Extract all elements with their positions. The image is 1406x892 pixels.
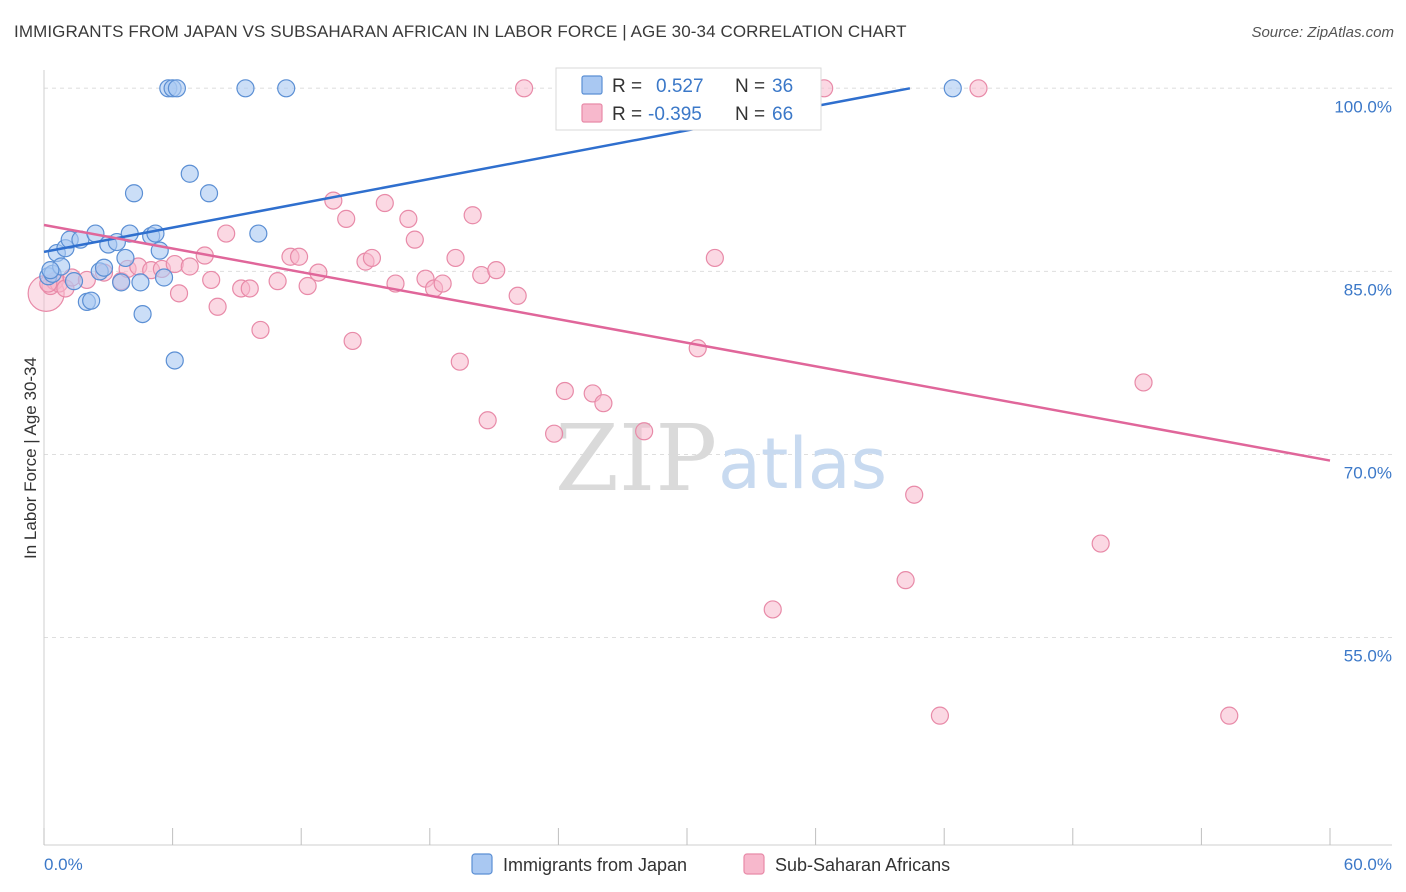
africa-point: [545, 424, 564, 443]
africa-point: [169, 284, 189, 303]
japan-n-label: N =: [735, 76, 765, 97]
y-tick-labels: 100.0% 85.0% 70.0% 55.0%: [1334, 97, 1392, 665]
legend-africa-swatch: [743, 853, 765, 875]
africa-point: [969, 79, 988, 98]
japan-point: [131, 273, 150, 292]
legend-japan-label: Immigrants from Japan: [503, 855, 687, 875]
africa-point: [446, 248, 465, 268]
japan-point: [124, 184, 144, 203]
watermark-zip: ZIP: [555, 405, 717, 512]
japan-point: [146, 224, 165, 243]
japan-point: [943, 79, 962, 98]
africa-point: [487, 261, 506, 280]
africa-point: [208, 297, 227, 316]
japan-point: [112, 273, 131, 292]
africa-r-value: -0.395: [648, 104, 702, 125]
africa-point: [375, 193, 394, 213]
legend-japan-swatch: [471, 853, 493, 875]
x-tick-label-min: 0.0%: [44, 855, 83, 874]
africa-point: [450, 352, 469, 371]
japan-point: [199, 184, 219, 203]
africa-r-label: R =: [612, 104, 642, 125]
africa-point: [905, 485, 924, 504]
africa-point: [1134, 373, 1153, 392]
africa-point: [433, 274, 452, 293]
africa-point: [405, 230, 424, 249]
africa-point: [240, 279, 259, 298]
watermark: ZIP atlas: [555, 405, 887, 512]
japan-point: [180, 164, 199, 183]
japan-point: [249, 224, 268, 243]
japan-points: [39, 79, 962, 370]
africa-point: [1091, 534, 1110, 553]
africa-point: [635, 422, 654, 441]
africa-point: [594, 394, 613, 413]
japan-point: [116, 248, 135, 268]
japan-n-value: 36: [772, 76, 793, 97]
y-tick-label: 55.0%: [1344, 647, 1392, 666]
africa-point: [705, 248, 724, 268]
y-tick-label: 85.0%: [1344, 280, 1392, 299]
japan-point: [236, 79, 255, 98]
japan-point: [133, 304, 152, 324]
japan-r-value: 0.527: [656, 76, 704, 97]
africa-point: [324, 191, 343, 210]
africa-point: [399, 209, 418, 228]
x-ticks: [43, 828, 1331, 845]
y-tick-label: 100.0%: [1334, 97, 1392, 116]
source-credit: Source: ZipAtlas.com: [1251, 24, 1394, 41]
axes: [43, 70, 1392, 846]
africa-trend-line: [43, 223, 1331, 462]
japan-point: [94, 258, 114, 277]
africa-point: [202, 270, 221, 290]
africa-point: [463, 206, 482, 225]
africa-point: [896, 571, 915, 590]
africa-point: [478, 411, 497, 430]
africa-point: [688, 339, 707, 358]
africa-swatch: [581, 103, 603, 123]
y-tick-label: 70.0%: [1344, 463, 1392, 482]
chart-title: IMMIGRANTS FROM JAPAN VS SUBSAHARAN AFRI…: [14, 22, 907, 41]
gridlines: [44, 87, 1392, 639]
africa-point: [309, 263, 328, 282]
africa-point: [1220, 706, 1239, 725]
japan-point: [82, 291, 101, 310]
japan-point: [167, 79, 186, 98]
africa-point: [298, 276, 317, 296]
africa-point: [337, 209, 356, 228]
africa-point: [763, 600, 782, 619]
africa-point: [472, 265, 491, 285]
africa-points: [27, 79, 1239, 725]
africa-n-label: N =: [735, 104, 765, 125]
y-axis-label: In Labor Force | Age 30-34: [21, 357, 40, 559]
japan-point: [165, 351, 184, 370]
japan-point: [64, 272, 84, 291]
africa-point: [180, 257, 199, 276]
x-tick-label-max: 60.0%: [1344, 855, 1392, 874]
africa-point: [508, 286, 527, 305]
africa-point: [217, 224, 236, 243]
japan-swatch: [581, 75, 603, 95]
bottom-legend: Immigrants from Japan Sub-Saharan Africa…: [471, 853, 950, 875]
japan-point: [41, 261, 60, 280]
africa-point: [289, 247, 309, 266]
africa-point: [930, 706, 950, 725]
japan-point: [277, 79, 296, 98]
africa-point: [268, 272, 287, 291]
africa-point: [555, 381, 574, 401]
watermark-atlas: atlas: [718, 423, 887, 505]
africa-n-value: 66: [772, 104, 793, 125]
africa-point: [251, 320, 270, 340]
legend-africa-label: Sub-Saharan Africans: [775, 855, 950, 875]
japan-point: [154, 268, 174, 287]
stats-legend: R = 0.527 N = 36 R = -0.395 N = 66: [555, 67, 822, 131]
africa-point: [362, 248, 382, 268]
japan-r-label: R =: [612, 76, 642, 97]
africa-point: [343, 331, 362, 351]
africa-point: [515, 79, 534, 98]
